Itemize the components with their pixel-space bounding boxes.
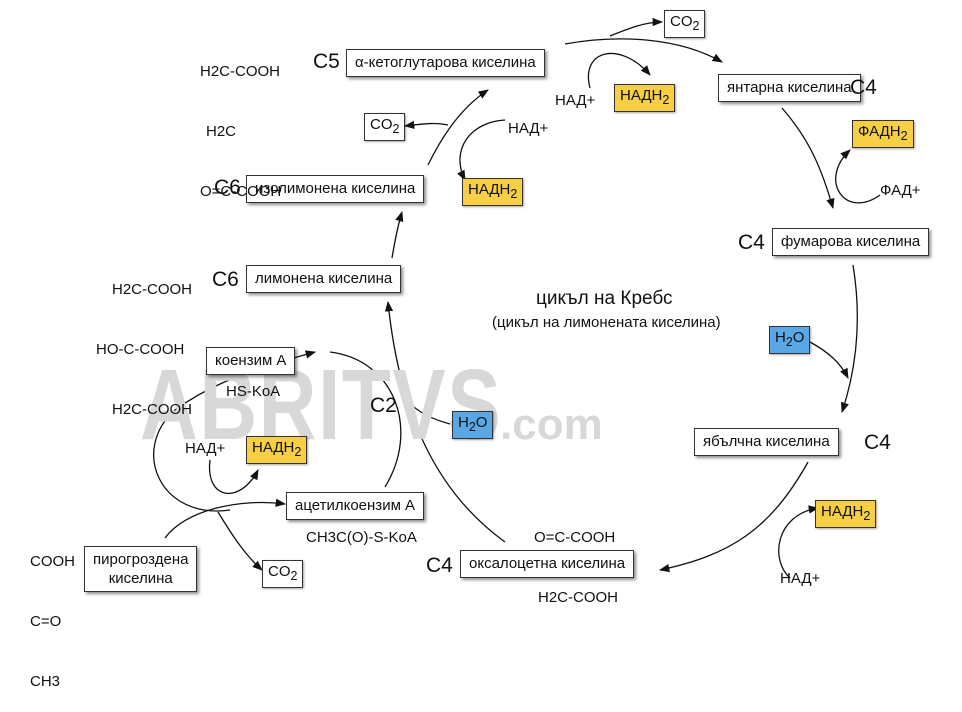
watermark: ABRITVS xyxy=(140,349,503,461)
arrow-pyruvic-to-acetyl xyxy=(164,498,287,539)
oxaloacetic-acid-box: оксалоцетна киселина xyxy=(460,550,635,578)
carbon-count-malic: C4 xyxy=(864,431,891,454)
acetyl-formula-label: CH3C(O)-S-KoA xyxy=(306,529,417,546)
pyruvic-formula-line: CH3 xyxy=(30,673,61,690)
ketoglutaric-formula-line: H2C xyxy=(206,123,237,140)
water-tag-right: H2O xyxy=(769,326,811,354)
co2-tag-mid: CO2 xyxy=(364,113,406,141)
citric-formula-line: H2C-COOH xyxy=(112,401,193,418)
carbon-count-citric: C6 xyxy=(212,268,239,291)
nadh-tag-top: НАДН2 xyxy=(614,84,676,112)
fadh-tag: ФАДН2 xyxy=(852,120,914,148)
arrow-co2-release-mid xyxy=(403,120,449,130)
citric-formula-line: H2C-COOH xyxy=(112,281,193,298)
carbon-count-acetyl: C2 xyxy=(370,394,397,417)
fumaric-acid-box: фумарова киселина xyxy=(772,228,930,256)
co2-tag-top: CO2 xyxy=(664,10,706,38)
carbon-count-isocitric: C6 xyxy=(214,176,241,199)
diagram-subtitle: (цикъл на лимонената киселина) xyxy=(492,314,721,331)
arrow-nad-to-nadh-mid xyxy=(457,119,506,181)
pyruvic-formula-line: COOH xyxy=(30,553,75,570)
arrow-nad-to-nadh-left xyxy=(208,459,259,495)
arrow-fumaric-to-malic xyxy=(841,264,858,413)
citric-formula-line: HO-C-COOH xyxy=(96,341,185,358)
nad-label-bottom: НАД+ xyxy=(780,570,821,587)
carbon-count-succinic: C4 xyxy=(850,76,877,99)
acetyl-coa-box: ацетилкоензим А xyxy=(286,492,425,520)
nadh-tag-mid: НАДН2 xyxy=(462,178,524,206)
ketoglutaric-formula-line: O=C-COOH xyxy=(200,183,282,200)
arrow-water-to-citric xyxy=(401,394,451,425)
pyruvic-formula-line: C=O xyxy=(30,613,62,630)
arrow-co2-release-top xyxy=(609,17,664,37)
arrow-water-to-malic xyxy=(809,341,849,379)
pyruvic-formula: COOH C=O CH3 xyxy=(30,512,75,712)
citric-acid-box: лимонена киселина xyxy=(246,265,402,293)
diagram-title: цикъл на Кребс xyxy=(536,288,673,309)
oxaloacetic-formula: O=C-COOH H2C-COOH xyxy=(534,488,618,628)
nad-label-mid: НАД+ xyxy=(508,120,549,137)
watermark-suffix: .com xyxy=(500,400,603,449)
arrow-fad-to-fadh xyxy=(835,149,881,204)
pyruvic-acid-line-2: киселина xyxy=(108,570,173,587)
ketoglutaric-formula: H2C-COOH H2C O=C-COOH xyxy=(200,22,281,222)
arrow-succinic-to-fumaric xyxy=(781,107,835,209)
hs-koa-label: HS-KoA xyxy=(226,383,281,400)
arrow-isocitric-to-ketoglutaric xyxy=(427,89,489,166)
nad-label-top: НАД+ xyxy=(555,92,596,109)
carbon-count-fumaric: C4 xyxy=(738,231,765,254)
arrow-ketoglutaric-to-succinic xyxy=(564,38,723,63)
isocitric-acid-box: изолимонена киселина xyxy=(246,175,425,203)
carbon-count-oxaloacetic: C4 xyxy=(426,554,453,577)
co2-tag-left: CO2 xyxy=(262,560,304,588)
ketoglutaric-formula-line: H2C-COOH xyxy=(200,63,281,80)
oxaloacetic-formula-line: H2C-COOH xyxy=(538,589,619,606)
malic-acid-box: ябълчна киселина xyxy=(694,428,839,456)
arrow-citric-to-isocitric xyxy=(391,211,404,259)
arrow-oxaloacetic-to-citric xyxy=(384,300,506,543)
arrow-nad-to-nadh-top xyxy=(587,52,651,89)
oxaloacetic-formula-line: O=C-COOH xyxy=(534,529,616,546)
water-tag-left: H2O xyxy=(452,411,494,439)
arrow-nad-to-nadh-bottom xyxy=(778,505,820,579)
fad-label: ФАД+ xyxy=(880,182,921,199)
arrow-malic-to-oxaloacetic xyxy=(658,461,809,573)
succinic-acid-box: янтарна киселина xyxy=(718,74,861,102)
arrow-co2-release-left xyxy=(217,511,263,571)
cycle-arrows xyxy=(153,17,881,579)
nadh-tag-left: НАДН2 xyxy=(246,436,308,464)
pyruvic-acid-box: пирогроздена киселина xyxy=(84,546,198,592)
pyruvic-acid-line-1: пирогроздена xyxy=(93,551,189,568)
ketoglutaric-acid-box: α-кетоглутарова киселина xyxy=(346,49,545,77)
carbon-count-ketoglutaric: C5 xyxy=(313,50,340,73)
nadh-tag-bottom: НАДН2 xyxy=(815,500,877,528)
coenzyme-a-box: коензим А xyxy=(206,347,296,375)
nad-label-left: НАД+ xyxy=(185,440,226,457)
arrow-acetyl-to-citric xyxy=(329,351,402,488)
citric-formula: H2C-COOH HO-C-COOH H2C-COOH xyxy=(96,240,193,440)
